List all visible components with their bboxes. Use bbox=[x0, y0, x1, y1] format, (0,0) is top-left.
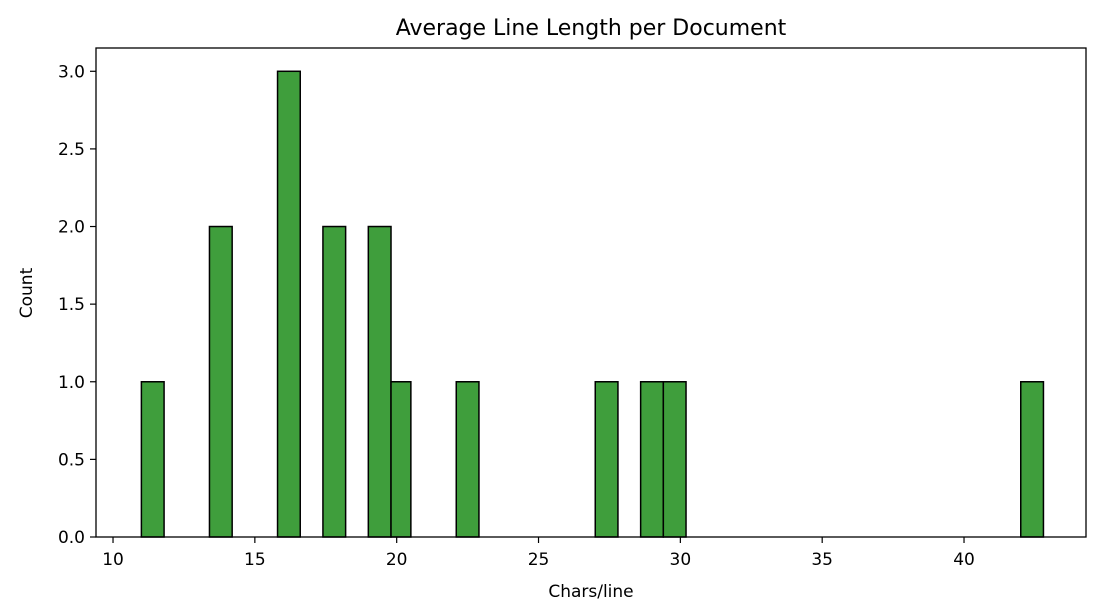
histogram-bar-2 bbox=[276, 70, 301, 538]
histogram-bar-1 bbox=[208, 225, 233, 538]
y-tick-label-4: 2.0 bbox=[58, 218, 85, 238]
x-axis-label: Chars/line bbox=[548, 582, 633, 602]
y-axis-ticks: 0.0 0.5 1.0 1.5 2.0 2.5 3.0 bbox=[58, 62, 96, 548]
chart-title: Average Line Length per Document bbox=[396, 16, 787, 41]
histogram-bar-5 bbox=[390, 381, 412, 538]
y-tick-label-0: 0.0 bbox=[58, 528, 85, 548]
y-tick-label-3: 1.5 bbox=[58, 295, 85, 315]
x-tick-label-0: 10 bbox=[102, 550, 124, 570]
y-tick-label-6: 3.0 bbox=[58, 62, 85, 82]
histogram-bar-9 bbox=[662, 381, 687, 538]
histogram-bar-8 bbox=[639, 381, 665, 538]
histogram-bar-7 bbox=[594, 381, 619, 538]
x-tick-label-4: 30 bbox=[670, 550, 692, 570]
x-tick-label-5: 35 bbox=[811, 550, 833, 570]
x-tick-label-1: 15 bbox=[244, 550, 266, 570]
x-tick-label-6: 40 bbox=[953, 550, 975, 570]
histogram-bar-10 bbox=[1020, 381, 1045, 538]
y-tick-label-1: 0.5 bbox=[58, 450, 85, 470]
histogram-bar-0 bbox=[140, 381, 165, 538]
x-axis-ticks: 10 15 20 25 30 35 40 bbox=[102, 537, 975, 570]
plot-frame bbox=[95, 47, 1087, 538]
x-tick-label-3: 25 bbox=[528, 550, 550, 570]
bars-layer bbox=[140, 70, 1045, 538]
histogram-bar-6 bbox=[455, 381, 480, 538]
y-axis-label: Count bbox=[17, 267, 37, 318]
histogram-bar-3 bbox=[322, 225, 347, 538]
y-tick-label-2: 1.0 bbox=[58, 373, 85, 393]
histogram-bar-4 bbox=[367, 225, 392, 538]
x-tick-label-2: 20 bbox=[386, 550, 408, 570]
y-tick-label-5: 2.5 bbox=[58, 140, 85, 160]
